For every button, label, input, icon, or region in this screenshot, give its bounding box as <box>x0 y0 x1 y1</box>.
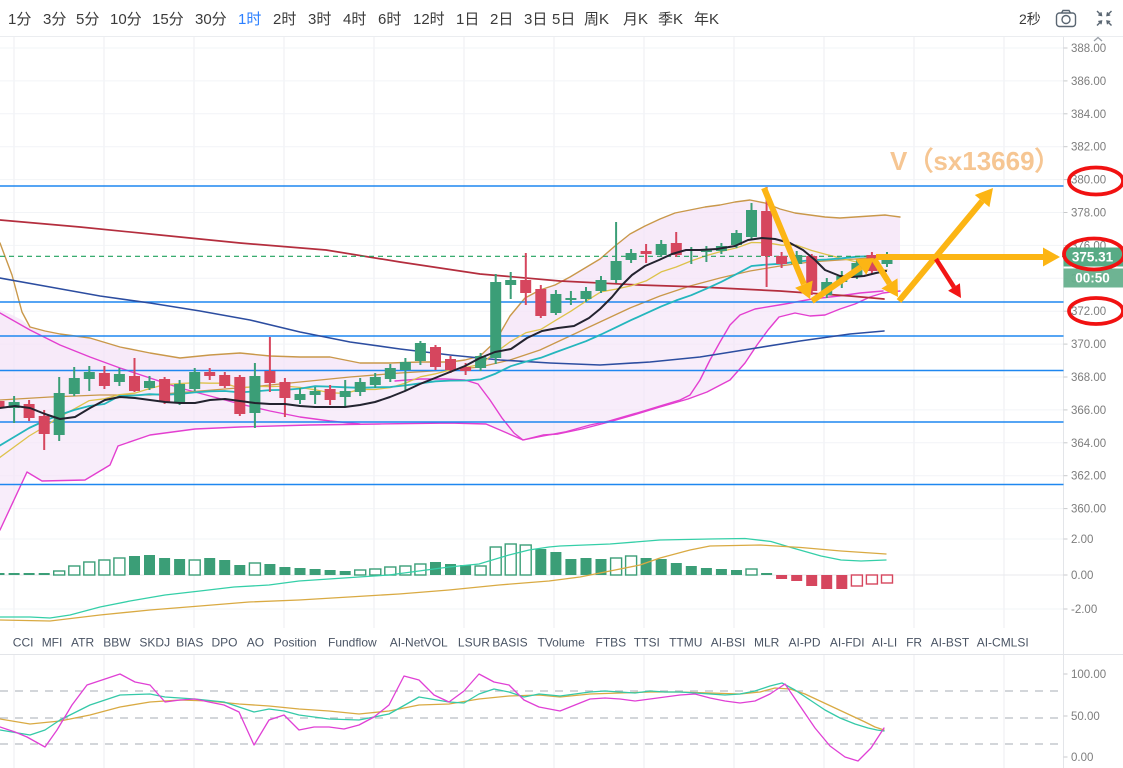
svg-text:10分: 10分 <box>110 11 142 28</box>
svg-text:MLR: MLR <box>754 636 780 650</box>
svg-text:4时: 4时 <box>343 11 366 28</box>
svg-text:0.00: 0.00 <box>1071 752 1093 764</box>
svg-text:周K: 周K <box>584 11 609 28</box>
svg-text:年K: 年K <box>694 11 719 28</box>
svg-text:Fundflow: Fundflow <box>328 636 377 650</box>
svg-text:364.00: 364.00 <box>1071 438 1106 450</box>
svg-text:SKDJ: SKDJ <box>139 636 170 650</box>
svg-text:100.00: 100.00 <box>1071 669 1106 681</box>
svg-text:3日: 3日 <box>524 11 547 28</box>
svg-text:AI-BSI: AI-BSI <box>711 636 746 650</box>
svg-text:TVolume: TVolume <box>538 636 586 650</box>
svg-text:AI-BST: AI-BST <box>931 636 970 650</box>
svg-text:368.00: 368.00 <box>1071 372 1106 384</box>
svg-text:AI-CMLSI: AI-CMLSI <box>977 636 1029 650</box>
svg-text:2.00: 2.00 <box>1071 534 1093 546</box>
svg-text:6时: 6时 <box>378 11 401 28</box>
svg-text:382.00: 382.00 <box>1071 142 1106 154</box>
svg-text:12时: 12时 <box>413 11 445 28</box>
svg-text:月K: 月K <box>623 11 648 28</box>
svg-text:AI-FDI: AI-FDI <box>830 636 865 650</box>
svg-text:1时: 1时 <box>238 11 261 28</box>
svg-text:BBW: BBW <box>103 636 131 650</box>
svg-text:372.00: 372.00 <box>1071 306 1106 318</box>
svg-text:384.00: 384.00 <box>1071 109 1106 121</box>
svg-text:2日: 2日 <box>490 11 513 28</box>
svg-text:3分: 3分 <box>43 11 66 28</box>
svg-text:-2.00: -2.00 <box>1071 604 1097 616</box>
svg-text:LSUR: LSUR <box>458 636 490 650</box>
svg-text:V（sx13669）: V（sx13669） <box>890 146 1061 176</box>
svg-text:362.00: 362.00 <box>1071 471 1106 483</box>
svg-text:2时: 2时 <box>273 11 296 28</box>
svg-text:AI-LI: AI-LI <box>872 636 897 650</box>
svg-text:50.00: 50.00 <box>1071 711 1100 723</box>
svg-text:FTBS: FTBS <box>596 636 627 650</box>
svg-text:1分: 1分 <box>8 11 31 28</box>
svg-text:ATR: ATR <box>71 636 94 650</box>
svg-text:BIAS: BIAS <box>176 636 203 650</box>
svg-text:370.00: 370.00 <box>1071 339 1106 351</box>
svg-text:366.00: 366.00 <box>1071 405 1106 417</box>
svg-text:378.00: 378.00 <box>1071 208 1106 220</box>
svg-text:AO: AO <box>247 636 264 650</box>
svg-text:I: I <box>0 636 1 650</box>
svg-text:FR: FR <box>906 636 922 650</box>
svg-text:DPO: DPO <box>212 636 238 650</box>
svg-text:5分: 5分 <box>76 11 99 28</box>
svg-text:CCI: CCI <box>13 636 34 650</box>
svg-text:380.00: 380.00 <box>1071 175 1106 187</box>
svg-text:5日: 5日 <box>552 11 575 28</box>
svg-text:0.00: 0.00 <box>1071 570 1093 582</box>
svg-text:2秒: 2秒 <box>1019 11 1041 27</box>
svg-text:00:50: 00:50 <box>1075 271 1110 286</box>
svg-text:1日: 1日 <box>456 11 479 28</box>
svg-text:386.00: 386.00 <box>1071 76 1106 88</box>
svg-text:360.00: 360.00 <box>1071 504 1106 516</box>
svg-text:TTMU: TTMU <box>669 636 702 650</box>
svg-text:BASIS: BASIS <box>492 636 527 650</box>
svg-text:30分: 30分 <box>195 11 227 28</box>
svg-text:AI-PD: AI-PD <box>789 636 821 650</box>
svg-text:MFI: MFI <box>42 636 63 650</box>
svg-text:375.31: 375.31 <box>1072 250 1114 265</box>
svg-text:TTSI: TTSI <box>634 636 660 650</box>
svg-text:季K: 季K <box>658 11 683 28</box>
svg-text:AI-NetVOL: AI-NetVOL <box>390 636 448 650</box>
svg-text:15分: 15分 <box>152 11 184 28</box>
svg-text:Position: Position <box>274 636 317 650</box>
svg-text:3时: 3时 <box>308 11 331 28</box>
svg-text:388.00: 388.00 <box>1071 43 1106 55</box>
